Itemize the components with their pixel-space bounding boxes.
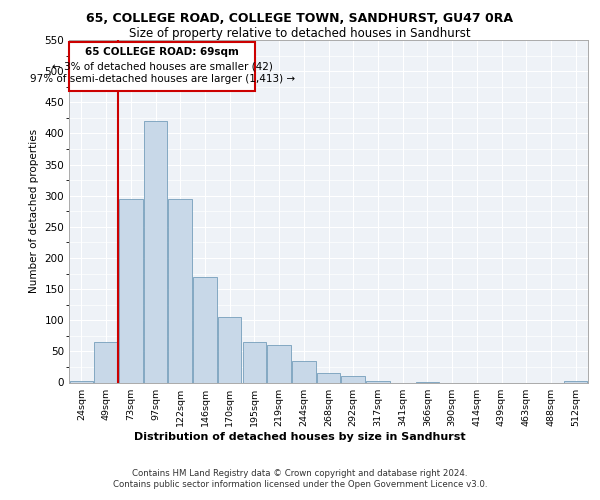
Text: 65, COLLEGE ROAD, COLLEGE TOWN, SANDHURST, GU47 0RA: 65, COLLEGE ROAD, COLLEGE TOWN, SANDHURS… xyxy=(86,12,514,26)
Bar xyxy=(94,342,118,382)
Text: 97% of semi-detached houses are larger (1,413) →: 97% of semi-detached houses are larger (… xyxy=(29,74,295,84)
Bar xyxy=(366,380,389,382)
Bar xyxy=(218,317,241,382)
Text: 65 COLLEGE ROAD: 69sqm: 65 COLLEGE ROAD: 69sqm xyxy=(85,48,239,58)
Bar xyxy=(317,373,340,382)
Bar xyxy=(119,199,143,382)
Text: Contains HM Land Registry data © Crown copyright and database right 2024.: Contains HM Land Registry data © Crown c… xyxy=(132,468,468,477)
Bar xyxy=(242,342,266,382)
Text: Size of property relative to detached houses in Sandhurst: Size of property relative to detached ho… xyxy=(129,28,471,40)
Bar xyxy=(169,199,192,382)
Bar xyxy=(341,376,365,382)
FancyBboxPatch shape xyxy=(70,42,255,91)
Bar xyxy=(268,345,291,383)
Bar xyxy=(144,121,167,382)
Y-axis label: Number of detached properties: Number of detached properties xyxy=(29,129,39,294)
Text: Contains public sector information licensed under the Open Government Licence v3: Contains public sector information licen… xyxy=(113,480,487,489)
Text: ← 3% of detached houses are smaller (42): ← 3% of detached houses are smaller (42) xyxy=(52,61,272,71)
Text: Distribution of detached houses by size in Sandhurst: Distribution of detached houses by size … xyxy=(134,432,466,442)
Bar xyxy=(292,360,316,382)
Bar xyxy=(193,276,217,382)
